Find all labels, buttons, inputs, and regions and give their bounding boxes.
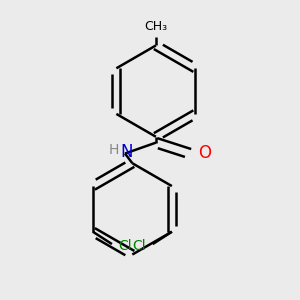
Text: O: O xyxy=(198,144,211,162)
Text: CH₃: CH₃ xyxy=(144,20,167,33)
Text: N: N xyxy=(120,143,133,161)
Text: Cl: Cl xyxy=(133,238,146,253)
Text: H: H xyxy=(109,143,119,157)
Text: Cl: Cl xyxy=(118,238,132,253)
